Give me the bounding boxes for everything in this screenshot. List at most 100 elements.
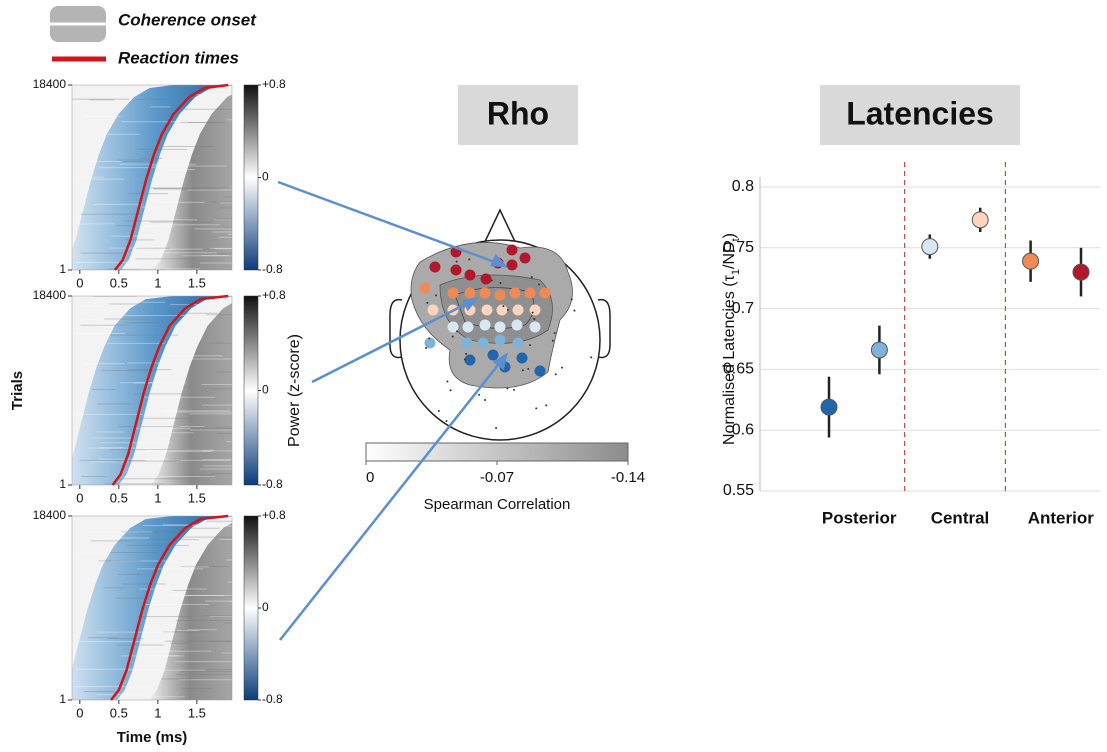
y-tick-label: 0.75 — [723, 239, 754, 256]
colorbar-tick-label: 0 — [262, 383, 269, 397]
rt-curve — [110, 514, 229, 701]
electrode — [487, 349, 499, 361]
scalp-point — [451, 335, 454, 338]
scalp-point — [521, 369, 524, 372]
scalp-point — [570, 298, 573, 301]
scalp-point — [506, 387, 509, 390]
heatmap — [72, 296, 232, 485]
scalp-point — [545, 404, 548, 407]
point — [1072, 263, 1090, 281]
electrode — [464, 269, 476, 281]
title-box — [820, 85, 1020, 145]
scalp-point — [551, 339, 554, 342]
y-axis-label: Normalised Latencies (τ1/NDt) — [721, 233, 742, 445]
colorbar-tick-label: -0.07 — [480, 469, 514, 486]
scalp-point — [499, 282, 502, 285]
scalp-point — [531, 311, 534, 314]
colorbar-tick-label: -0.8 — [262, 477, 283, 491]
plot-frame — [71, 84, 233, 271]
scalp-point — [437, 409, 440, 412]
point — [870, 341, 888, 359]
title-box — [458, 85, 578, 145]
electrode — [481, 304, 493, 316]
legend-label: Coherence onset — [118, 10, 257, 29]
electrode — [512, 304, 524, 316]
electrode — [427, 304, 439, 316]
electrode — [494, 334, 506, 346]
heatmap — [72, 516, 232, 700]
panel-title: Latencies — [846, 95, 994, 131]
electrode — [494, 289, 506, 301]
heatmap — [72, 85, 232, 270]
heatmap-low — [72, 85, 232, 270]
scalp-point — [445, 420, 448, 423]
x-group-label: Posterior — [822, 508, 897, 527]
scalp-point — [468, 258, 471, 261]
electrode — [419, 282, 431, 294]
electrode — [461, 337, 473, 349]
point — [921, 238, 939, 256]
electrode — [534, 365, 546, 377]
colorbar-tick-label: -0.8 — [262, 262, 283, 276]
colorbar-tick-label: +0.8 — [262, 77, 286, 91]
electrode — [464, 354, 476, 366]
scalp-point — [529, 344, 531, 346]
heatmap-high — [149, 522, 232, 700]
scalp-point — [590, 356, 593, 359]
electrode — [512, 337, 524, 349]
y-tick-label: 18400 — [33, 288, 67, 302]
electrode — [450, 264, 462, 276]
electrode — [462, 321, 474, 333]
scalp-point — [425, 347, 428, 350]
plot-frame — [71, 515, 233, 701]
x-tick-label: 1 — [154, 705, 161, 720]
colorbar-tick-label: 0 — [262, 600, 269, 614]
x-group-label: Anterior — [1028, 508, 1095, 527]
x-tick-label: 0.5 — [110, 275, 128, 290]
scalp-point — [490, 279, 493, 282]
x-tick-label: 1 — [154, 275, 161, 290]
scalp-point — [426, 301, 429, 304]
scalp-point — [465, 352, 468, 355]
x-tick-label: 1 — [154, 490, 161, 505]
scalp-point — [495, 426, 498, 429]
rt-curve — [113, 83, 229, 271]
colorbar-tick-label: +0.8 — [262, 508, 286, 522]
scalp-point — [553, 332, 556, 335]
scalp-point — [463, 358, 466, 361]
y-tick-label: 1 — [59, 262, 66, 276]
electrode — [477, 337, 489, 349]
y-tick-label: 18400 — [33, 508, 67, 522]
x-tick-label: 0.5 — [110, 490, 128, 505]
colorbar-tick-label: 0 — [366, 469, 374, 486]
heatmap-low — [72, 516, 232, 700]
scalp-point — [527, 367, 530, 370]
x-tick-label: 0 — [76, 275, 83, 290]
electrode — [479, 319, 491, 331]
colorbar — [243, 515, 259, 701]
scalp-point — [573, 309, 576, 312]
y-axis-label-part: ) — [721, 233, 738, 238]
panel-title: Rho — [487, 95, 549, 131]
colorbar-tick-label: -0.14 — [611, 469, 645, 486]
scalp-point — [554, 373, 557, 376]
scalp-point — [502, 305, 505, 308]
scalp-point — [506, 308, 509, 311]
y-tick-label: 0.65 — [723, 361, 754, 378]
electrode — [479, 287, 491, 299]
electrode — [480, 273, 492, 285]
point — [820, 398, 838, 416]
arrows — [277, 180, 509, 641]
scalp-point — [455, 260, 458, 263]
scalp-point — [560, 366, 563, 369]
scalp-point — [428, 337, 431, 340]
y-tick-label: 0.55 — [723, 482, 754, 499]
scalp-point — [535, 407, 538, 410]
y-tick-label: 0.7 — [732, 300, 754, 317]
electrode — [494, 321, 506, 333]
y-tick-label: 18400 — [33, 77, 67, 91]
electrode — [496, 304, 508, 316]
colorbar-label: Power (z-score) — [286, 334, 303, 447]
colorbar — [243, 295, 259, 486]
colorbar-label: Spearman Correlation — [424, 496, 571, 513]
